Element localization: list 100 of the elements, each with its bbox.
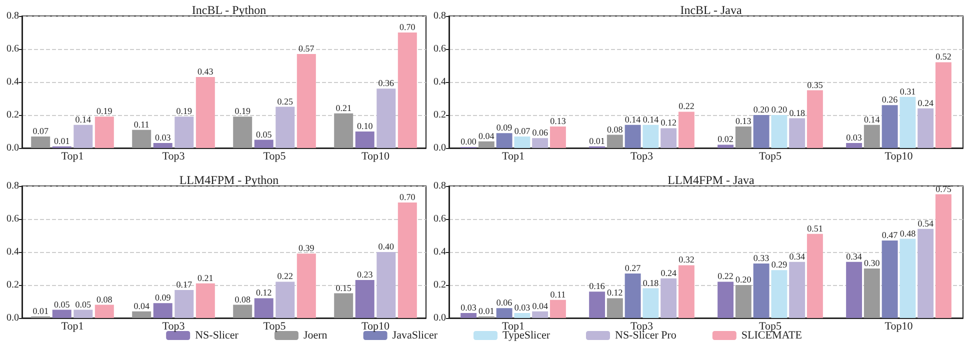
bar	[514, 313, 530, 318]
bar	[94, 304, 114, 318]
legend-label: NS-Slicer Pro	[614, 330, 677, 342]
data-label: 0.21	[336, 102, 352, 113]
y-tick-label: 0.0	[6, 312, 19, 324]
data-label: 0.01	[32, 306, 48, 316]
data-label: 0.32	[678, 254, 694, 265]
bar	[174, 116, 194, 148]
y-tick-label: 0.0	[434, 312, 446, 324]
data-label: 0.04	[532, 300, 548, 311]
data-label: 0.05	[256, 129, 272, 140]
bar	[276, 106, 295, 148]
bar	[753, 264, 770, 318]
bar	[31, 136, 50, 148]
bar	[355, 132, 374, 148]
bar	[735, 285, 752, 318]
data-label: 0.03	[514, 302, 531, 313]
data-label: 0.12	[256, 288, 272, 298]
bar	[606, 134, 623, 148]
bar	[550, 126, 566, 148]
y-tick-label: 0.8	[6, 10, 19, 22]
y-tick-label: 0.6	[6, 44, 19, 54]
data-label: 0.07	[32, 126, 49, 136]
data-label: 0.14	[75, 114, 92, 124]
x-tick-label: Top5	[263, 320, 286, 332]
legend-label: SLICEMATE	[741, 330, 802, 342]
bar	[276, 282, 295, 318]
data-label: 0.51	[807, 223, 823, 234]
y-tick-label: 0.0	[434, 142, 446, 154]
y-tick-label: 0.2	[434, 110, 446, 120]
data-label: 0.07	[514, 126, 531, 136]
bar	[771, 270, 788, 318]
data-label: 0.08	[234, 294, 251, 304]
bar	[718, 144, 734, 148]
bar	[882, 105, 898, 148]
data-label: 0.10	[356, 121, 374, 131]
bar	[532, 138, 548, 148]
data-label: 0.16	[589, 281, 606, 292]
data-label: 0.54	[918, 218, 934, 228]
bar	[496, 308, 512, 318]
chart-title: LLM4FPM - Python	[179, 173, 279, 187]
bar	[864, 268, 880, 318]
bar	[376, 252, 396, 318]
bar	[789, 262, 806, 318]
bar	[254, 298, 274, 318]
data-label: 0.13	[736, 116, 752, 126]
chart-title: LLM4FPM - Java	[668, 173, 756, 187]
data-label: 0.06	[532, 128, 548, 138]
bar	[532, 311, 548, 318]
bar	[94, 116, 114, 148]
bar	[624, 273, 641, 318]
bar	[355, 280, 374, 318]
y-tick-label: 0.8	[434, 180, 446, 192]
data-label: 0.08	[607, 124, 624, 134]
x-tick-label: Top1	[61, 320, 84, 332]
bar	[918, 108, 934, 148]
bar	[296, 54, 316, 148]
data-label: 0.57	[298, 43, 315, 54]
data-label: 0.03	[154, 132, 172, 143]
data-label: 0.22	[678, 101, 694, 112]
data-label: 0.14	[864, 114, 880, 124]
data-label: 0.18	[789, 108, 806, 118]
y-tick-label: 0.6	[434, 44, 446, 54]
bar	[296, 254, 316, 318]
data-label: 0.11	[134, 119, 150, 130]
bar	[900, 238, 916, 318]
bar	[376, 88, 396, 148]
bar	[74, 310, 93, 318]
bar	[864, 124, 880, 148]
data-label: 0.21	[198, 272, 214, 283]
bar	[478, 141, 494, 148]
data-label: 0.27	[624, 262, 642, 273]
bar	[589, 292, 606, 318]
x-tick-label: Top3	[162, 320, 186, 332]
bar	[935, 194, 952, 318]
x-tick-label: Top10	[884, 320, 914, 332]
chart-title: IncBL - Java	[680, 3, 742, 17]
data-label: 0.11	[550, 289, 566, 300]
data-label: 0.33	[753, 253, 770, 264]
y-tick-label: 0.4	[434, 76, 446, 88]
data-label: 0.24	[660, 268, 677, 278]
bar	[678, 112, 694, 148]
x-tick-label: Top5	[759, 320, 782, 332]
data-label: 0.02	[718, 134, 734, 144]
y-tick-label: 0.6	[6, 214, 19, 224]
bar	[153, 143, 172, 148]
bar	[660, 278, 677, 318]
x-tick-label: Top3	[630, 150, 654, 162]
bar	[806, 90, 823, 148]
data-label: 0.24	[918, 98, 934, 108]
data-label: 0.14	[624, 114, 642, 124]
y-tick-label: 0.2	[6, 110, 19, 120]
legend-label: Joern	[303, 330, 328, 342]
bar	[935, 62, 952, 148]
bar	[642, 288, 659, 318]
data-label: 0.34	[846, 251, 862, 262]
x-tick-label: Top3	[630, 320, 654, 332]
bar	[52, 310, 72, 318]
data-label: 0.12	[660, 118, 676, 128]
bar	[496, 133, 512, 148]
